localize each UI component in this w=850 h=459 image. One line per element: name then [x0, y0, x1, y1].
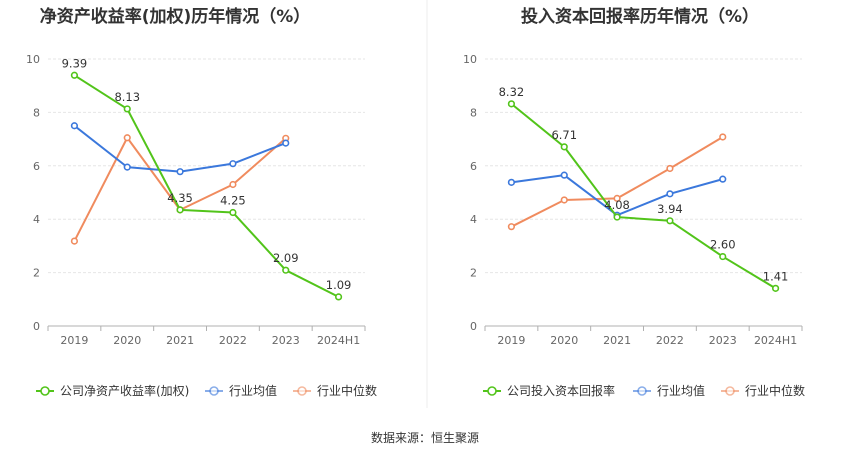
industry-median-point — [613, 194, 621, 202]
company-point — [560, 143, 568, 151]
data-label: 3.94 — [657, 202, 683, 216]
company-point — [507, 100, 516, 108]
industry-avg-point — [666, 190, 674, 198]
y-tick-label: 10 — [463, 53, 477, 66]
company-point — [70, 71, 79, 79]
x-tick-label: 2024H1 — [317, 334, 360, 347]
data-label: 2.60 — [710, 238, 736, 252]
data-label: 4.25 — [220, 194, 246, 208]
data-label: 4.35 — [167, 191, 193, 205]
company-legend-label: 公司投入资本回报率 — [507, 383, 615, 398]
y-tick-label: 6 — [470, 160, 477, 173]
industry-median-legend-marker — [297, 386, 307, 396]
company-point — [123, 105, 131, 113]
industry-avg-legend-label: 行业均值 — [229, 383, 277, 398]
company-point — [771, 284, 780, 292]
y-tick-label: 8 — [470, 106, 477, 119]
y-tick-label: 10 — [26, 53, 40, 66]
company-point — [176, 206, 184, 214]
y-tick-label: 2 — [33, 267, 40, 280]
left-chart-title: 净资产收益率(加权)历年情况（%） — [40, 6, 311, 27]
industry-avg-point — [507, 178, 516, 186]
industry-avg-legend-marker — [209, 386, 219, 396]
y-tick-label: 8 — [33, 106, 40, 119]
industry-avg-point — [282, 139, 290, 147]
company-point — [334, 293, 343, 301]
right-chart-panel: 0 2 4 6 8 10 2019 2020 2021 2022 2023 2024H1 8.32 6.7… — [463, 53, 805, 398]
company-point — [666, 217, 674, 225]
data-label: 9.39 — [62, 56, 88, 70]
company-legend-marker — [40, 386, 50, 396]
x-tick-label: 2021 — [603, 334, 631, 347]
x-tick-label: 2022 — [656, 334, 684, 347]
company-point — [282, 266, 290, 274]
industry-avg-point — [229, 160, 237, 168]
y-tick-label: 4 — [33, 213, 40, 226]
company-series-line — [510, 103, 777, 290]
data-label: 8.32 — [499, 85, 525, 99]
industry-median-point — [123, 134, 131, 142]
industry-median-legend-label: 行业中位数 — [745, 383, 805, 398]
x-tick-label: 2020 — [550, 334, 578, 347]
industry-avg-point — [560, 171, 568, 179]
x-tick-label: 2023 — [709, 334, 737, 347]
data-source-label: 数据来源：恒生聚源 — [371, 430, 479, 445]
industry-avg-point — [123, 163, 131, 171]
y-tick-label: 0 — [470, 320, 477, 333]
company-point — [229, 208, 237, 217]
y-tick-label: 2 — [470, 267, 477, 280]
industry-avg-point — [176, 168, 184, 176]
industry-avg-point — [70, 122, 79, 130]
x-tick-label: 2023 — [272, 334, 300, 347]
left-chart-panel: 0 2 4 6 8 10 2019 2020 2021 2022 2023 2024H1 9.39 8.1… — [26, 53, 377, 398]
y-tick-label: 6 — [33, 160, 40, 173]
x-tick-label: 2019 — [497, 334, 525, 347]
industry-median-legend-label: 行业中位数 — [317, 383, 377, 398]
x-tick-label: 2022 — [219, 334, 247, 347]
industry-median-point — [229, 180, 237, 189]
company-point — [613, 213, 621, 221]
industry-avg-legend-marker — [637, 386, 647, 396]
x-tick-label: 2019 — [60, 334, 88, 347]
x-tick-label: 2021 — [166, 334, 194, 347]
data-label: 6.71 — [551, 128, 577, 142]
industry-median-point — [70, 237, 79, 245]
right-chart-title: 投入资本回报率历年情况（%） — [521, 6, 759, 27]
data-label: 1.09 — [326, 278, 352, 292]
industry-median-legend-marker — [725, 386, 735, 396]
company-series-line — [73, 74, 340, 298]
data-label: 2.09 — [273, 251, 299, 265]
x-tick-label: 2020 — [113, 334, 141, 347]
y-tick-label: 0 — [33, 320, 40, 333]
data-label: 8.13 — [114, 90, 140, 104]
industry-median-point — [507, 223, 516, 231]
data-label: 1.41 — [763, 269, 789, 283]
industry-median-point — [719, 133, 727, 141]
data-label: 4.08 — [604, 198, 630, 212]
y-tick-label: 4 — [470, 213, 477, 226]
company-point — [719, 252, 727, 261]
x-tick-label: 2024H1 — [754, 334, 797, 347]
industry-median-point — [560, 196, 568, 204]
industry-median-series-line — [73, 136, 287, 242]
industry-avg-point — [719, 175, 727, 183]
industry-avg-legend-label: 行业均值 — [657, 383, 705, 398]
company-legend-marker — [487, 386, 497, 396]
company-legend-label: 公司净资产收益率(加权) — [60, 383, 189, 398]
industry-median-point — [666, 164, 674, 173]
